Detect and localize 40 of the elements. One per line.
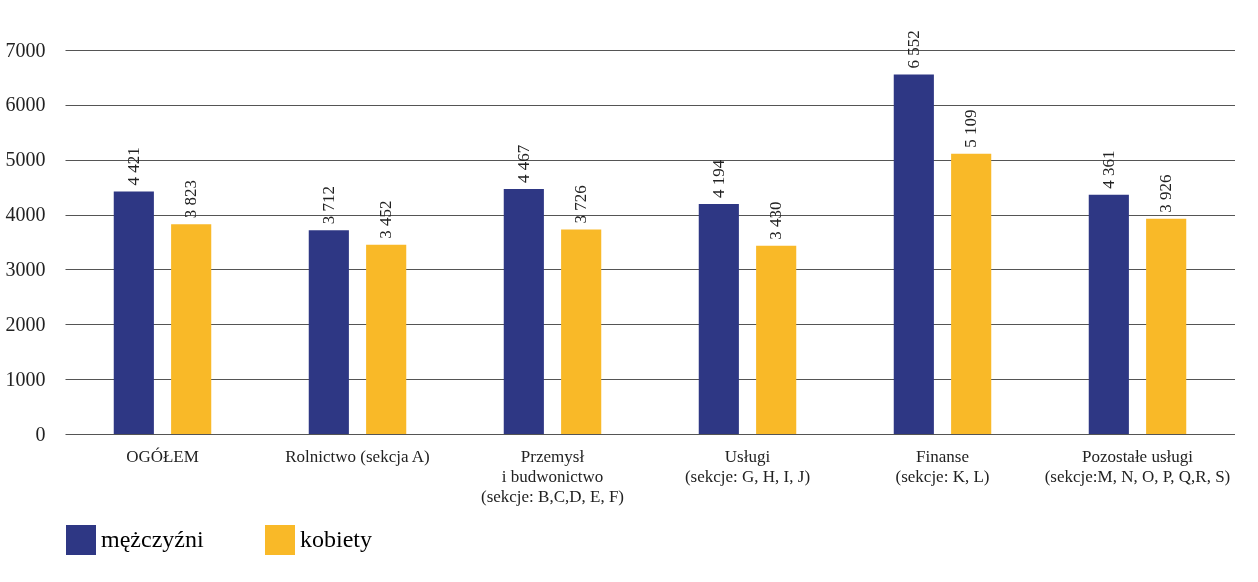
data-label: 6 552	[903, 30, 923, 69]
legend-label: mężczyźni	[101, 526, 204, 552]
x-tick-label: Przemysł i budwonictwo (sekcje: B,C,D, E, F)	[480, 446, 625, 506]
y-tick-label: 1000	[5, 367, 46, 390]
data-label: 3 823	[181, 180, 201, 219]
bar	[503, 188, 544, 434]
data-label: 5 109	[961, 109, 981, 148]
bar	[561, 229, 602, 434]
bar	[698, 203, 739, 434]
bar	[113, 191, 154, 434]
y-tick-label: 4000	[5, 203, 46, 226]
x-tick-label: Pozostałe usługi (sekcje:M, N, O, P, Q,R, S)	[1044, 446, 1231, 486]
bar	[308, 230, 349, 434]
data-label: 3 726	[571, 185, 591, 224]
data-label: 4 361	[1098, 150, 1118, 189]
x-tick-label: Rolnictwo (sekcja A)	[285, 446, 430, 466]
x-tick-label: OGÓŁEM	[126, 446, 199, 466]
bar	[171, 224, 212, 434]
data-label: 4 467	[513, 144, 533, 183]
data-label: 4 421	[123, 147, 143, 186]
data-label: 4 194	[708, 159, 728, 198]
y-tick-label: 0	[35, 422, 46, 445]
x-tick-label: Usługi (sekcje: G, H, I, J)	[684, 446, 811, 486]
y-tick-label: 2000	[5, 312, 46, 335]
y-tick-label: 6000	[5, 93, 46, 116]
data-label: 3 430	[766, 201, 786, 240]
data-label: 3 712	[318, 186, 338, 225]
bar	[366, 244, 407, 434]
data-label: 3 452	[376, 200, 396, 239]
y-tick-label: 7000	[5, 38, 46, 61]
legend-label: kobiety	[300, 526, 372, 552]
bar	[1088, 194, 1129, 434]
y-tick-label: 5000	[5, 148, 46, 171]
bar	[893, 74, 934, 434]
bar	[756, 245, 797, 434]
y-tick-label: 3000	[5, 257, 46, 280]
data-label: 3 926	[1156, 174, 1176, 213]
bar	[1146, 218, 1187, 434]
x-tick-label: Finanse (sekcje: K, L)	[895, 446, 990, 486]
bar	[951, 153, 992, 434]
